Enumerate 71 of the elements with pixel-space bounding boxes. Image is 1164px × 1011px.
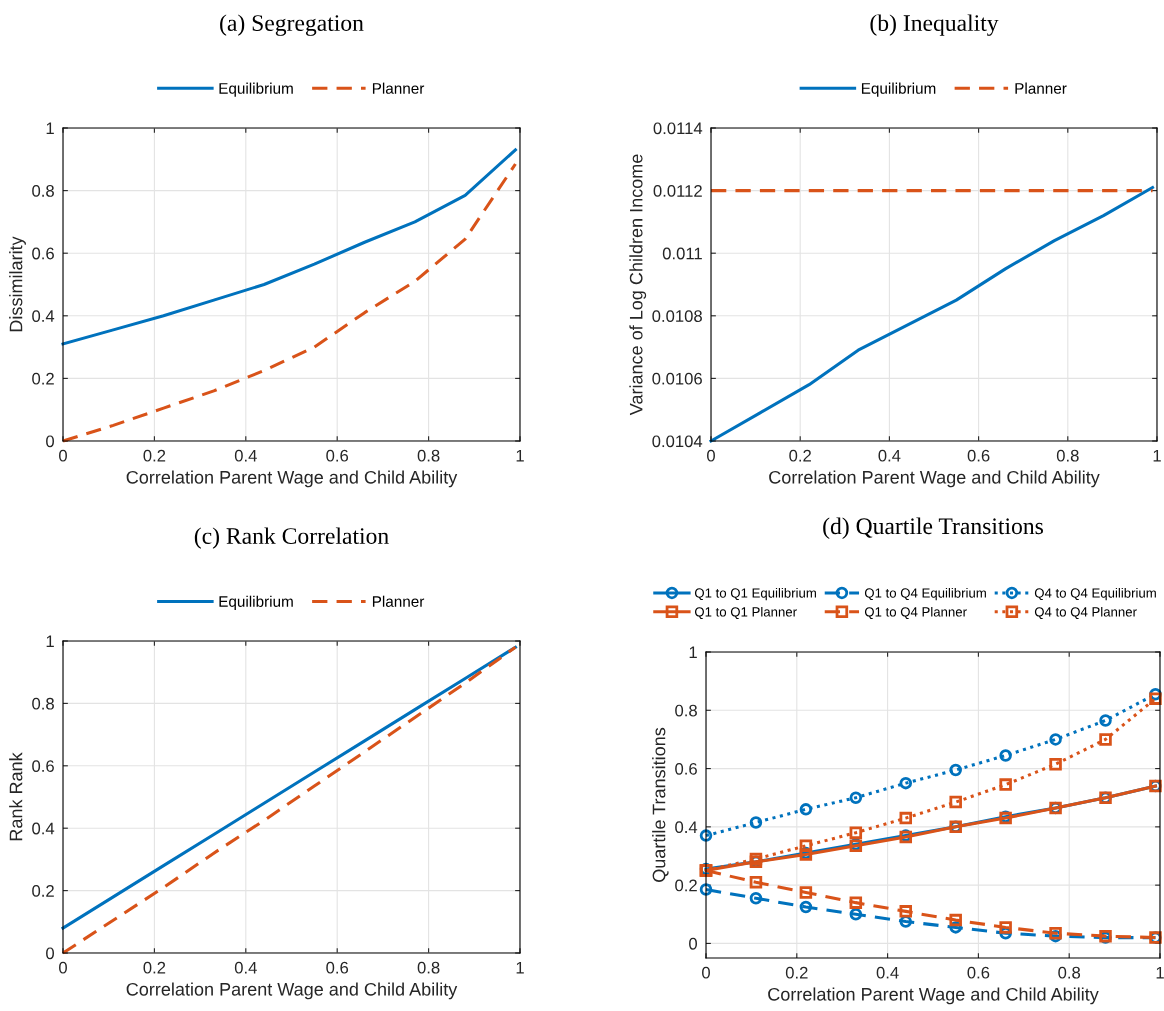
y-tick-label: 0.011 [662, 247, 702, 260]
x-tick-label: 0.2 [143, 961, 166, 974]
legend-label: Equilibrium [861, 82, 936, 97]
y-tick-label: 0.0106 [652, 372, 702, 385]
y-tick-label: 0.4 [675, 821, 698, 834]
chart-title: (c) Rank Correlation [194, 527, 389, 549]
y-tick-label: 0 [689, 937, 698, 950]
x-axis-title: Correlation Parent Wage and Child Ability [126, 470, 458, 488]
x-tick-label: 1 [1153, 449, 1161, 462]
y-tick-label: 0.0112 [653, 185, 702, 197]
x-tick-label: 0.8 [1056, 449, 1079, 462]
y-tick-label: 1 [689, 646, 697, 659]
y-tick-label: 0.8 [32, 697, 54, 710]
x-tick-label: 0.4 [878, 449, 901, 462]
x-tick-label: 1 [516, 449, 524, 462]
y-tick-label: 0.4 [32, 822, 55, 835]
y-tick-label: 1 [46, 122, 54, 135]
y-tick-label: 0.0108 [652, 310, 702, 322]
x-tick-label: 0 [59, 449, 67, 462]
x-tick-label: 0.8 [417, 961, 440, 974]
x-axis-title: Correlation Parent Wage and Child Ability [126, 982, 458, 1000]
legend-label: Equilibrium [219, 595, 293, 610]
x-tick-label: 0 [59, 961, 67, 974]
y-axis-title: Rank Rank [9, 752, 23, 841]
y-tick-label: 0.2 [32, 372, 54, 385]
y-tick-label: 1 [46, 635, 54, 648]
y-axis-title: Variance of Log Children Income [629, 154, 647, 416]
y-tick-label: 0.2 [32, 885, 54, 897]
y-axis-title: Dissimilarity [9, 236, 26, 332]
y-tick-label: 0 [46, 435, 55, 448]
legend-label: Q1 to Q1 Planner [694, 606, 797, 619]
chart-title: (b) Inequality [870, 14, 999, 36]
x-tick-label: 0.6 [326, 449, 349, 462]
x-tick-label: 0.2 [789, 449, 811, 462]
y-tick-label: 0 [46, 947, 55, 960]
y-tick-label: 0.0114 [653, 122, 703, 135]
chart-title: (d) Quartile Transitions [823, 517, 1043, 539]
x-tick-label: 0.6 [967, 966, 990, 979]
legend-label: Planner [1015, 82, 1067, 94]
x-tick-label: 1 [516, 961, 524, 974]
x-tick-label: 0.4 [234, 449, 257, 462]
x-tick-label: 0.4 [876, 966, 899, 979]
x-tick-label: 0.4 [234, 961, 257, 974]
y-tick-label: 0.6 [32, 760, 54, 772]
y-tick-label: 0.2 [675, 879, 697, 892]
legend-label: Q1 to Q1 Equilibrium [694, 587, 816, 601]
y-tick-label: 0.4 [32, 310, 55, 322]
y-tick-label: 0.0104 [652, 435, 703, 448]
legend-label: Q4 to Q4 Planner [1034, 606, 1137, 619]
legend-label: Q1 to Q4 Equilibrium [864, 587, 986, 601]
y-tick-label: 0.8 [675, 704, 697, 717]
chart-title: (a) Segregation [220, 14, 364, 36]
x-tick-label: 1 [1156, 966, 1164, 979]
y-tick-label: 0.6 [675, 762, 697, 775]
x-tick-label: 0.6 [967, 449, 990, 462]
x-tick-label: 0.8 [417, 449, 440, 462]
legend-label: Equilibrium [219, 82, 293, 97]
x-axis-title: Correlation Parent Wage and Child Ability [769, 470, 1100, 488]
y-tick-label: 0.6 [32, 247, 54, 260]
x-tick-label: 0 [707, 449, 715, 462]
x-axis-title: Correlation Parent Wage and Child Ability [768, 987, 1099, 1005]
legend-label: Planner [372, 595, 425, 607]
legend-label: Q1 to Q4 Planner [864, 606, 967, 619]
x-tick-label: 0.8 [1058, 966, 1081, 979]
x-tick-label: 0.2 [785, 966, 808, 979]
legend-label: Planner [372, 82, 425, 94]
x-tick-label: 0.2 [143, 449, 166, 462]
legend-label: Q4 to Q4 Equilibrium [1034, 587, 1156, 601]
y-axis-title: Quartile Transitions [652, 727, 669, 882]
y-tick-label: 0.8 [32, 185, 54, 197]
x-tick-label: 0.6 [326, 961, 349, 974]
